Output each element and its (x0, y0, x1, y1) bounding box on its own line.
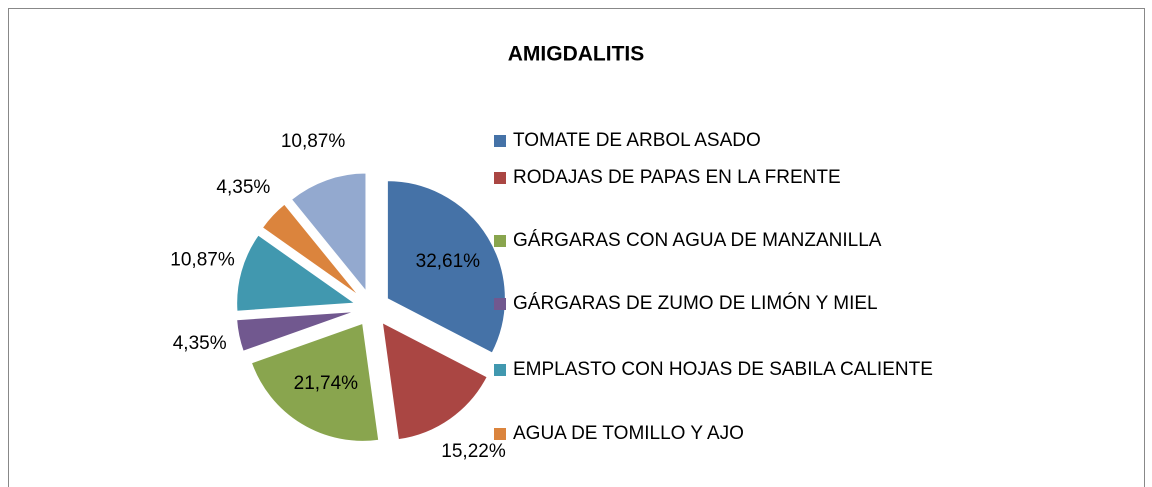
pie-slice (386, 180, 506, 354)
legend-item: EMPLASTO CON HOJAS DE SABILA CALIENTE (494, 354, 1138, 386)
pie-slice (250, 322, 380, 442)
legend-item: RODAJAS DE PAPAS EN LA FRENTE (494, 162, 1138, 194)
pie-slice (290, 172, 367, 293)
pie-slice (236, 311, 355, 352)
data-label: 15,22% (441, 441, 506, 462)
legend-label: EMPLASTO CON HOJAS DE SABILA CALIENTE (513, 359, 933, 380)
legend-item: TOMATE DE ARBOL ASADO (494, 125, 1138, 157)
chart-border (8, 8, 1145, 487)
legend-swatch (494, 235, 506, 247)
pie-slice (381, 321, 488, 441)
data-label: 4,35% (173, 333, 227, 354)
legend-item: AGUA DE TOMILLO Y AJO (494, 418, 1138, 450)
data-label: 32,61% (416, 251, 481, 272)
legend-swatch (494, 135, 506, 147)
pie-slice (236, 234, 357, 312)
legend-label: AGUA DE TOMILLO Y AJO (513, 423, 744, 444)
chart-title: AMIGDALITIS (508, 43, 645, 66)
legend-item: GÁRGARAS CON AGUA DE MANZANILLA (494, 225, 1138, 257)
data-label: 21,74% (294, 373, 359, 394)
data-label: 10,87% (170, 250, 235, 271)
legend-label: GÁRGARAS CON AGUA DE MANZANILLA (513, 230, 882, 251)
legend-swatch (494, 428, 506, 440)
data-label: 10,87% (281, 131, 346, 152)
legend-swatch (494, 364, 506, 376)
pie-slice (261, 203, 360, 297)
legend-swatch (494, 172, 506, 184)
legend-label: RODAJAS DE PAPAS EN LA FRENTE (513, 167, 841, 188)
data-label: 4,35% (216, 177, 270, 198)
legend-label: GÁRGARAS DE ZUMO DE LIMÓN Y MIEL (513, 293, 878, 314)
legend-swatch (494, 298, 506, 310)
legend-item: GÁRGARAS DE ZUMO DE LIMÓN Y MIEL (494, 288, 1138, 320)
legend-label: TOMATE DE ARBOL ASADO (513, 130, 761, 151)
